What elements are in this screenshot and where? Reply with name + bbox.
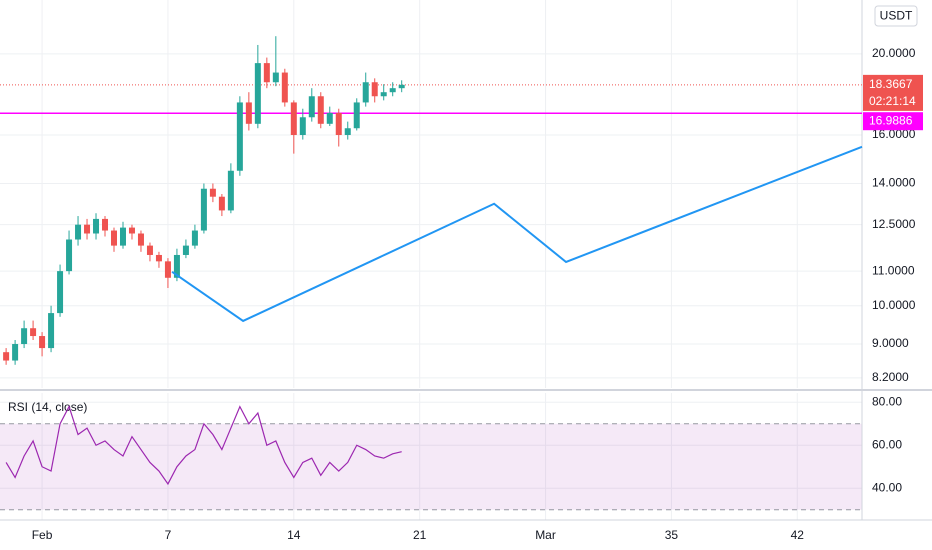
candle-body [57,271,64,314]
last-price-label: 18.3667 [869,77,913,91]
candle-body [299,117,306,135]
y-tick-label: 8.2000 [872,370,909,384]
trend-drawing [171,145,863,323]
candle-body [398,84,405,89]
x-tick-label: Mar [535,528,556,542]
candle-body [102,218,109,231]
rsi-line [5,405,402,486]
x-tick-label: 21 [413,528,427,542]
candle-body [173,254,180,278]
x-tick-label: 42 [791,528,805,542]
x-tick-label: 14 [287,528,301,542]
y-tick-label: 16.0000 [872,127,916,141]
y-tick-label: 20.0000 [872,46,916,60]
x-tick-label: Feb [32,528,53,542]
y-tick-label: 11.0000 [872,263,915,277]
countdown-label: 02:21:14 [869,94,916,108]
x-tick-label: 35 [665,528,679,542]
level-label: 16.9886 [869,113,913,127]
x-tick-label: 7 [165,528,172,542]
y-tick-label: 60.00 [872,437,902,451]
candle-body [182,245,189,255]
candle-body [209,188,216,197]
y-tick-label: 80.00 [872,394,902,408]
candle-body [110,230,117,246]
candle-body [218,196,225,211]
candle-body [326,112,333,124]
candle-body [389,88,396,93]
candle-body [75,224,82,240]
candle-body [362,82,369,103]
candle-body [146,245,153,255]
candle-body [335,112,342,135]
y-tick-label: 14.0000 [872,176,916,190]
candle-body [119,227,126,246]
candle-body [353,102,360,129]
candle-body [263,63,270,83]
candle-body [236,102,243,171]
y-tick-label: 10.0000 [872,298,916,312]
candle-body [227,170,234,211]
currency-box[interactable] [874,5,918,27]
candle-body [245,102,252,124]
level-box [863,112,923,131]
candle-body [281,72,288,103]
candle-body [39,336,46,349]
rsi-title: RSI (14, close) [8,400,87,414]
candle-body [164,261,171,278]
candle-body [191,230,198,246]
candle-body [3,352,10,361]
candle-body [93,218,100,234]
candle-body [12,344,19,361]
candle-body [380,92,387,97]
candle-body [371,82,378,97]
last-price-box [863,74,923,111]
candle-body [200,188,207,231]
candle-body [21,328,28,345]
candle-body [30,328,37,337]
y-tick-label: 12.5000 [872,217,916,231]
y-tick-label: 40.00 [872,480,902,494]
candle-body [84,224,91,234]
candle-body [272,72,279,83]
candle-body [66,239,73,272]
candle-body [155,254,162,262]
currency-label[interactable]: USDT [880,9,913,23]
rsi-band [0,423,862,510]
candle-body [290,102,297,135]
candle-body [344,128,351,135]
candle-body [308,96,315,118]
y-tick-label: 9.0000 [872,336,909,350]
candle-body [317,96,324,124]
candle-body [254,63,261,124]
candle-body [48,313,55,349]
candle-body [137,233,144,246]
candle-body [128,227,135,234]
